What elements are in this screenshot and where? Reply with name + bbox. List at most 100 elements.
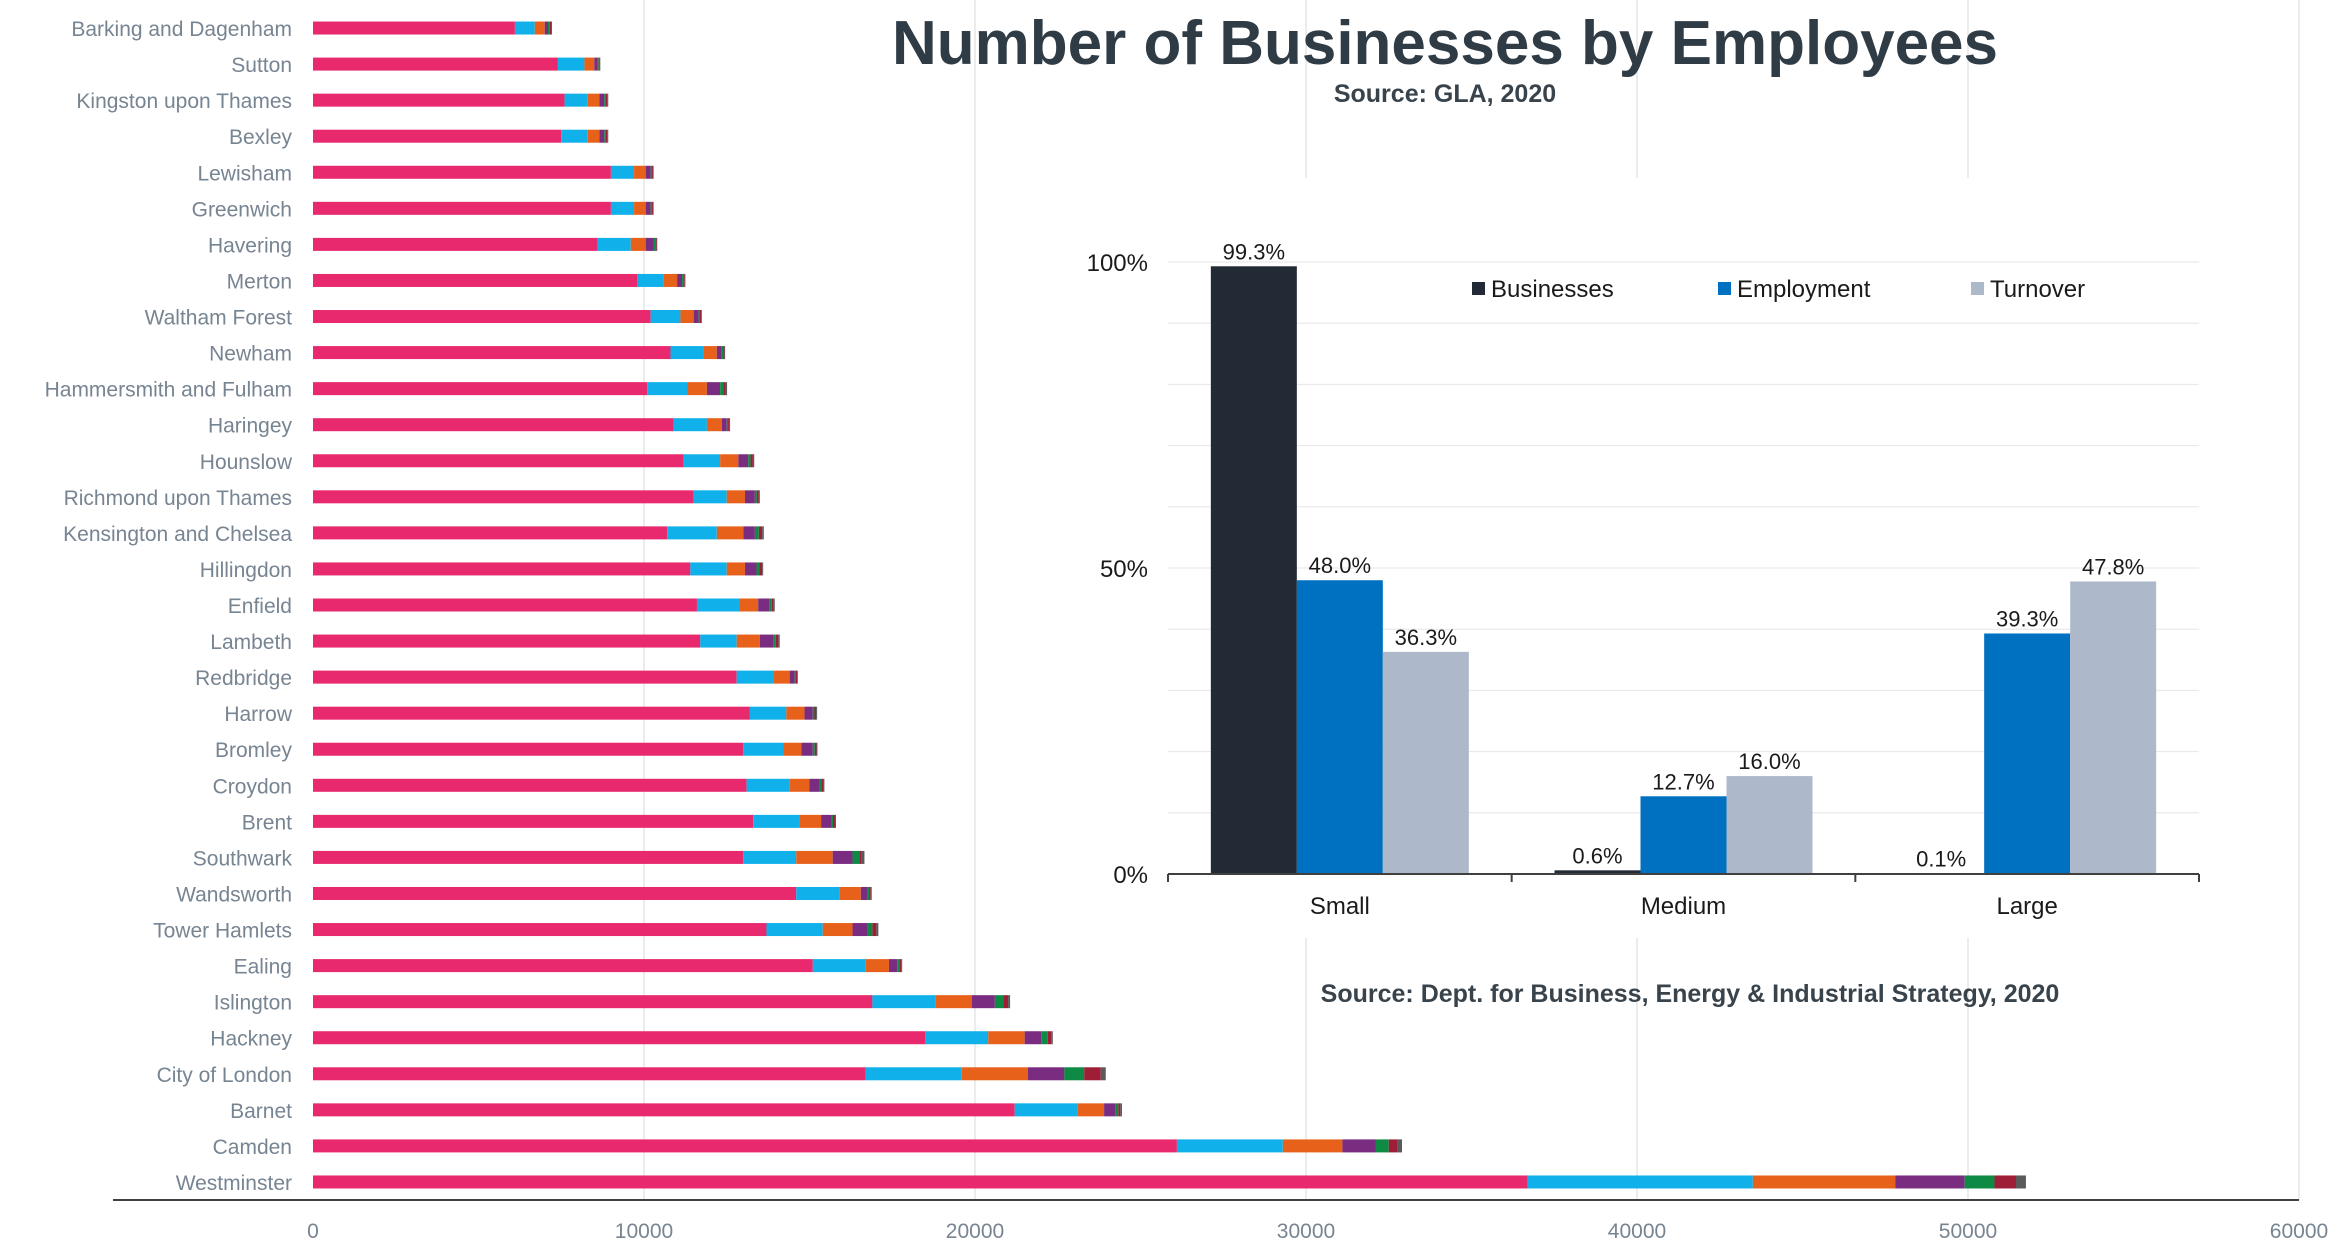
main-bar-segment [647, 382, 688, 396]
main-bar-segment [744, 562, 757, 576]
main-bar-segment [897, 959, 900, 973]
main-bar-segment [561, 129, 588, 143]
main-bar-segment [598, 57, 600, 71]
main-bar-segment [876, 923, 879, 937]
main-bar-segment [652, 201, 654, 215]
main-bar-segment [690, 562, 727, 576]
main-bar-segment [759, 634, 774, 648]
legend-label: Businesses [1491, 276, 1614, 303]
main-bar-segment [773, 598, 775, 612]
main-bar-segment [645, 237, 654, 251]
main-bar-segment [587, 129, 600, 143]
main-bar-segment [752, 454, 755, 468]
main-bar-segment [839, 886, 861, 900]
main-bar-segment [744, 490, 755, 504]
inset-chart-data-labels: 99.3% 48.0% 36.3% 0.6% 12.7% 16.0% 0.1% 39.3% 47… [1223, 239, 2145, 871]
main-bar-segment [313, 490, 694, 504]
main-bar-segment [313, 959, 813, 973]
main-category-label: Harrow [224, 703, 293, 726]
main-bar-segment [587, 93, 600, 107]
main-category-label: Hounslow [200, 451, 293, 474]
main-bar-segment [796, 886, 840, 900]
main-bar-segment [605, 93, 608, 107]
main-bar-segment [728, 418, 730, 432]
main-bar-segment [313, 57, 558, 71]
main-bar-segment [721, 418, 727, 432]
main-bar-segment [739, 598, 759, 612]
main-bar-segment [655, 237, 657, 251]
main-bar-segment [313, 742, 744, 756]
inset-data-label: 47.8% [2082, 554, 2144, 579]
main-category-label: Greenwich [192, 198, 292, 221]
main-bar-segment [651, 165, 653, 179]
main-bar-segment [313, 1103, 1015, 1117]
inset-category-label: Large [1996, 893, 2057, 920]
main-category-label: Hackney [210, 1028, 292, 1051]
main-bar-segment [1375, 1139, 1389, 1153]
inset-data-label: 16.0% [1738, 749, 1800, 774]
main-category-label: Barnet [230, 1100, 292, 1123]
main-bar-segment [1077, 1103, 1105, 1117]
main-bar-segment [723, 346, 725, 360]
main-bar-segment [549, 21, 551, 35]
main-bar-segment [667, 526, 717, 540]
inset-bar [1726, 776, 1813, 874]
main-bar-segment [812, 742, 815, 756]
main-chart-category-labels: Barking and Dagenham Sutton Kingston upon … [45, 18, 293, 1195]
main-bar-segment [1388, 1139, 1398, 1153]
main-bar-segment [865, 1067, 962, 1081]
main-bar-segment [869, 886, 871, 900]
main-bar-segment [852, 850, 860, 864]
main-bar-segment [313, 201, 611, 215]
inset-category-label: Small [1310, 893, 1370, 920]
main-bar-segment [1527, 1175, 1753, 1189]
main-bar-segment [687, 382, 707, 396]
main-bar-segment [313, 562, 691, 576]
main-bar-segment [677, 273, 683, 287]
main-bar-segment [1064, 1067, 1085, 1081]
main-bar-segment [901, 959, 903, 973]
main-bar-segment [859, 850, 862, 864]
main-bar-segment [703, 346, 717, 360]
main-bar-segment [313, 814, 754, 828]
main-bar-segment [795, 670, 798, 684]
main-bar-segment [1014, 1103, 1078, 1117]
main-bar-segment [313, 382, 648, 396]
main-bar-segment [766, 923, 823, 937]
legend-swatch [1718, 282, 1731, 295]
inset-y-tick-label: 50% [1100, 556, 1148, 583]
main-bar-segment [313, 418, 674, 432]
main-bar-segment [865, 959, 889, 973]
main-bar-segment [778, 634, 780, 648]
main-bar-segment [738, 454, 749, 468]
main-category-label: Kingston upon Thames [76, 90, 292, 113]
inset-chart-bars [1210, 266, 2157, 874]
main-bar-segment [833, 814, 835, 828]
main-category-label: Bromley [215, 739, 293, 762]
main-bar-segment [313, 165, 611, 179]
main-bar-segment [756, 490, 759, 504]
main-category-label: Merton [227, 270, 292, 293]
main-bar-segment [630, 237, 646, 251]
main-bar-segment [832, 850, 853, 864]
main-bar-segment [693, 490, 727, 504]
main-bar-segment [663, 273, 678, 287]
legend-swatch [1472, 282, 1485, 295]
main-chart-x-tick-labels: 0 10000 20000 30000 40000 50000 60000 [307, 1220, 2328, 1243]
main-bar-segment [736, 634, 760, 648]
main-bar-segment [925, 1031, 989, 1045]
main-category-label: Redbridge [195, 667, 292, 690]
main-bar-segment [313, 310, 651, 324]
main-bar-segment [1041, 1031, 1048, 1045]
main-bar-segment [634, 201, 646, 215]
inset-bar [1382, 651, 1469, 874]
main-bar-segment [313, 670, 737, 684]
main-bar-segment [723, 382, 726, 396]
main-bar-segment [814, 706, 817, 720]
main-bar-segment [720, 454, 739, 468]
main-bar-segment [796, 850, 833, 864]
main-bar-segment [1118, 1103, 1121, 1117]
main-category-label: Bexley [229, 126, 293, 149]
main-bar-segment [683, 454, 721, 468]
